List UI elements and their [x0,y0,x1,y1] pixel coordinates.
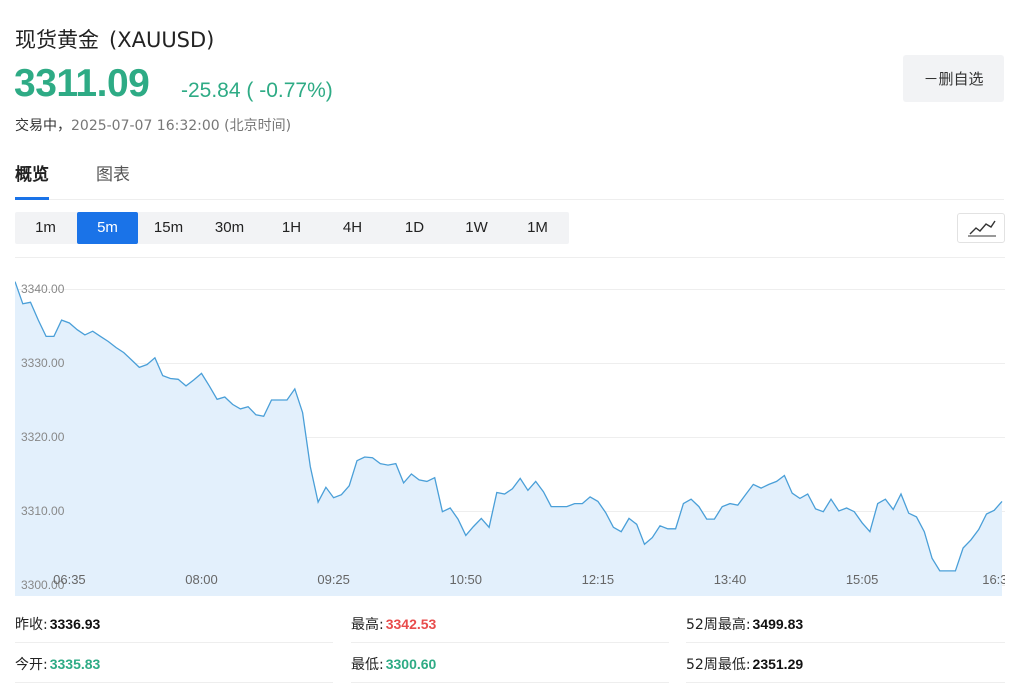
stat-label: 今开: [15,657,48,673]
timeframe-1w[interactable]: 1W [465,219,488,236]
status-label: 交易中， [15,118,71,134]
divider [686,682,1005,683]
y-tick-label: 3330.00 [21,356,65,370]
stat-label: 最高: [351,617,384,633]
stat-high: 最高: 3342.53 [351,614,436,634]
line-chart-icon [968,220,996,237]
timeframe-1d[interactable]: 1D [404,219,425,236]
divider [351,642,669,643]
trading-status: 交易中，2025-07-07 16:32:00 (北京时间) [15,115,291,135]
x-tick-label: 12:15 [582,572,615,587]
y-axis: 3340.00 3330.00 3320.00 3310.00 3300.00 [21,282,65,592]
stat-value: 2351.29 [752,656,804,672]
chart-type-button[interactable] [957,213,1005,243]
timeframe-1mo[interactable]: 1M [527,219,548,236]
stat-52w-low: 52周最低: 2351.29 [686,654,803,674]
price-line [15,281,1003,572]
x-tick-label: 15:05 [846,572,879,587]
x-tick-label: 13:40 [714,572,747,587]
stat-prev-close: 昨收: 3336.93 [15,614,100,634]
timeframe-4h[interactable]: 4H [342,219,363,236]
stat-label: 昨收: [15,617,48,633]
instrument-name: 现货黄金 [15,28,99,52]
timeframe-30m[interactable]: 30m [214,219,245,236]
timestamp: 2025-07-07 16:32:00 (北京时间) [71,118,292,134]
stat-value: 3335.83 [49,656,101,672]
instrument-title: 现货黄金 (XAUUSD) [15,24,214,54]
price-change: -25.84 ( -0.77%) [181,79,333,102]
stat-label: 最低: [351,657,384,673]
y-tick-label: 3340.00 [21,282,65,296]
x-tick-label: 16:3 [982,572,1005,587]
timeframe-1m[interactable]: 1m [35,219,56,236]
x-axis: 06:35 08:00 09:25 10:50 12:15 13:40 15:05 16:3 [53,572,1005,587]
price-area [15,281,1002,596]
instrument-code: (XAUUSD) [109,28,215,52]
stat-52w-high: 52周最高: 3499.83 [686,614,803,634]
x-tick-label: 06:35 [53,572,86,587]
tab-overview[interactable]: 概览 [15,160,49,200]
timeframe-5m[interactable]: 5m [77,212,138,244]
x-tick-label: 09:25 [317,572,350,587]
stat-value: 3300.60 [385,656,437,672]
y-tick-label: 3300.00 [21,578,65,592]
timeframe-15m[interactable]: 15m [153,219,184,236]
divider [15,682,333,683]
stat-label: 52周最低: [686,657,751,673]
x-tick-label: 08:00 [185,572,218,587]
stat-value: 3499.83 [752,616,804,632]
y-tick-label: 3310.00 [21,504,65,518]
tab-bar: 概览 图表 [15,160,1004,200]
stat-value: 3336.93 [49,616,101,632]
timeframe-1h[interactable]: 1H [281,219,302,236]
divider [15,642,333,643]
remove-watchlist-button[interactable]: －删自选 [903,55,1004,102]
current-price: 3311.09 [14,62,150,105]
stat-low: 最低: 3300.60 [351,654,436,674]
divider [351,682,669,683]
y-tick-label: 3320.00 [21,430,65,444]
stat-open: 今开: 3335.83 [15,654,100,674]
tab-chart[interactable]: 图表 [96,165,130,185]
price-chart: 3340.00 3330.00 3320.00 3310.00 3300.00 06:3… [15,257,1005,596]
x-tick-label: 10:50 [449,572,482,587]
stat-label: 52周最高: [686,617,751,633]
divider [686,642,1005,643]
stat-value: 3342.53 [385,616,437,632]
timeframe-selector: 1m 5m 15m 30m 1H 4H 1D 1W 1M [15,212,569,244]
